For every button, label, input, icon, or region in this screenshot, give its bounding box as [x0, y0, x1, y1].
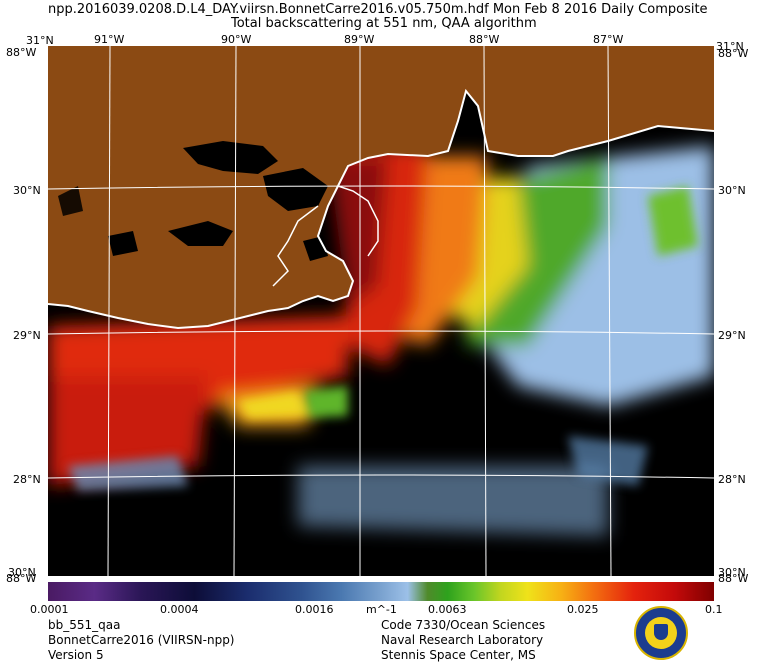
lon-label-top-91w: 91°W: [94, 33, 125, 46]
corner-label-top-left-lat: 31°N: [26, 34, 54, 47]
corner-label-bottom-right-lat: 30°N: [718, 566, 746, 579]
corner-label-top-right-lat: 31°N: [716, 40, 744, 53]
graticule: [48, 46, 714, 576]
land-mass: [48, 46, 714, 328]
footer-product-name: bb_551_qaa: [48, 618, 121, 632]
corner-label-bottom-left-lon: 88°W: [6, 572, 37, 585]
marsh-water: [58, 141, 328, 261]
backscatter-map: [48, 46, 714, 576]
colorbar-tick-0-025: 0.025: [567, 603, 599, 616]
footer-region-sensor: BonnetCarre2016 (VIIRSN-npp): [48, 633, 235, 647]
lon-label-top-89w: 89°W: [344, 33, 375, 46]
lat-label-left-30n: 30°N: [13, 184, 41, 197]
product-subtitle: Total backscattering at 551 nm, QAA algo…: [231, 16, 537, 31]
corner-label-bottom-left-lat: 30°N: [8, 566, 36, 579]
colorbar-tick-0-1: 0.1: [705, 603, 723, 616]
lon-label-top-87w: 87°W: [593, 33, 624, 46]
lat-label-right-29n: 29°N: [718, 329, 746, 342]
colorbar-tick-0-0016: 0.0016: [295, 603, 334, 616]
corner-label-bottom-right-lon: 88°W: [718, 572, 749, 585]
product-filename-title: npp.2016039.0208.D.L4_DAY.viirsn.BonnetC…: [48, 2, 708, 17]
colorbar: [48, 582, 714, 601]
backscatter-field: [48, 146, 714, 536]
lon-label-top-90w: 90°W: [221, 33, 252, 46]
footer-lab: Naval Research Laboratory: [381, 633, 544, 647]
corner-label-top-left-lon: 88°W: [6, 46, 37, 59]
lat-label-right-28n: 28°N: [718, 473, 746, 486]
nrl-seal-icon: [634, 606, 688, 660]
coastline: [48, 88, 714, 330]
lon-label-top-88w: 88°W: [469, 33, 500, 46]
footer-version: Version 5: [48, 648, 104, 662]
footer-location: Stennis Space Center, MS: [381, 648, 536, 662]
colorbar-tick-0-0004: 0.0004: [160, 603, 199, 616]
colorbar-unit: m^-1: [366, 603, 397, 616]
lat-label-left-28n: 28°N: [13, 473, 41, 486]
lat-label-left-29n: 29°N: [13, 329, 41, 342]
corner-label-top-right-lon: 88°W: [718, 47, 749, 60]
footer-code: Code 7330/Ocean Sciences: [381, 618, 546, 632]
colorbar-tick-0-0063: 0.0063: [428, 603, 467, 616]
lat-label-right-30n: 30°N: [718, 184, 746, 197]
colorbar-tick-0-0001: 0.0001: [30, 603, 69, 616]
